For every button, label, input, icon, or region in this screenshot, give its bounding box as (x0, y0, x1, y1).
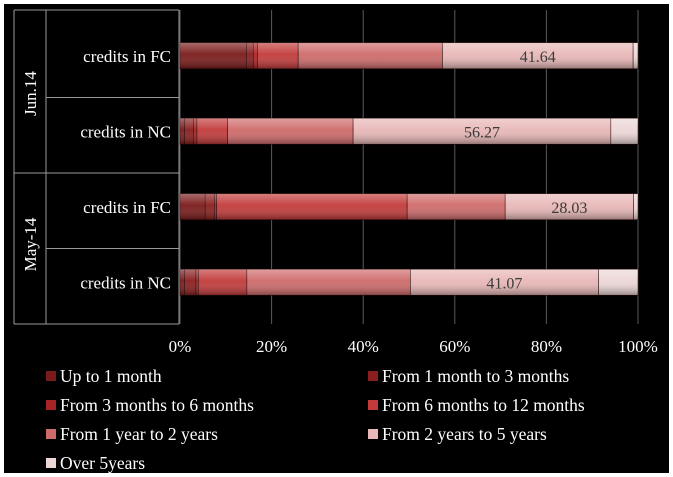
group-label: Jun.14 (21, 71, 40, 116)
data-labels: 41.64 56.27 28.03 41.07 (464, 49, 587, 293)
bar-segment-shade (246, 269, 411, 296)
bar-segment-shade (410, 269, 599, 296)
chart-legend: Up to 1 month From 1 month to 3 months Fro… (40, 364, 670, 474)
legend-label: Over 5years (60, 452, 146, 473)
bar-segment-shade (353, 118, 611, 145)
legend-swatch (368, 371, 378, 381)
data-label: 28.03 (551, 200, 587, 217)
legend-label: From 1 year to 2 years (60, 423, 218, 444)
category-label: credits in FC (83, 47, 171, 66)
bar-segment-shade (246, 42, 254, 69)
bar-segment-shade (257, 42, 299, 69)
legend-item: From 2 years to 5 years (368, 422, 547, 446)
x-axis-ticks: 0% 20% 40% 60% 80% 100% (169, 337, 658, 356)
legend-swatch (368, 429, 378, 439)
bar-segment-shade (633, 42, 638, 69)
legend-item: From 1 year to 2 years (46, 422, 218, 446)
bar-segment-shade (227, 118, 354, 145)
group-label: May-14 (21, 217, 40, 271)
category-label: credits in NC (80, 122, 171, 141)
category-label: credits in NC (80, 273, 171, 292)
legend-label: From 2 years to 5 years (382, 423, 547, 444)
legend-swatch (368, 400, 378, 410)
x-tick-label: 60% (439, 337, 470, 356)
bar-segment-shade (193, 118, 197, 145)
bars (179, 42, 639, 296)
bar-segment-shade (180, 269, 185, 296)
x-tick-label: 0% (169, 337, 192, 356)
bar-segment-shade (442, 42, 634, 69)
bar-segment-shade (198, 269, 247, 296)
bar-segment-shade (505, 193, 634, 220)
bar-segment-shade (598, 269, 638, 296)
bar-segment-shade (180, 193, 206, 220)
legend-swatch (46, 458, 56, 468)
bar-segment-shade (180, 42, 247, 69)
x-tick-label: 80% (531, 337, 562, 356)
legend-item: Up to 1 month (46, 364, 162, 388)
legend-item: Over 5years (46, 451, 145, 475)
legend-label: Up to 1 month (60, 365, 162, 386)
bar-segment-shade (180, 118, 185, 145)
legend-item: From 6 months to 12 months (368, 393, 585, 417)
bar-segment-shade (214, 193, 217, 220)
legend-label: From 1 month to 3 months (382, 365, 570, 386)
legend-label: From 6 months to 12 months (382, 394, 585, 415)
bar-segment-shade (298, 42, 443, 69)
bar-segment-shade (633, 193, 638, 220)
bar-segment-shade (610, 118, 638, 145)
data-label: 41.64 (520, 49, 556, 66)
legend-swatch (46, 400, 56, 410)
data-label: 41.07 (486, 275, 522, 292)
legend-item: From 1 month to 3 months (368, 364, 569, 388)
category-label: credits in FC (83, 198, 171, 217)
bar-segment-shade (196, 269, 199, 296)
bar-segment-shade (407, 193, 506, 220)
legend-label: From 3 months to 6 months (60, 394, 254, 415)
category-axis: credits in FC credits in NC credits in FC c… (13, 9, 180, 325)
bar-segment-shade (196, 118, 228, 145)
x-tick-label: 100% (618, 337, 658, 356)
bar-segment-shade (216, 193, 408, 220)
legend-item: From 3 months to 6 months (46, 393, 254, 417)
x-tick-label: 20% (256, 337, 287, 356)
bar-segment-shade (205, 193, 215, 220)
data-label: 56.27 (464, 124, 500, 141)
legend-swatch (46, 429, 56, 439)
legend-swatch (46, 371, 56, 381)
x-tick-label: 40% (348, 337, 379, 356)
bar-segment-shade (253, 42, 258, 69)
bar-segment-shade (184, 269, 197, 296)
bar-segment-shade (184, 118, 194, 145)
chart-background (4, 4, 669, 473)
